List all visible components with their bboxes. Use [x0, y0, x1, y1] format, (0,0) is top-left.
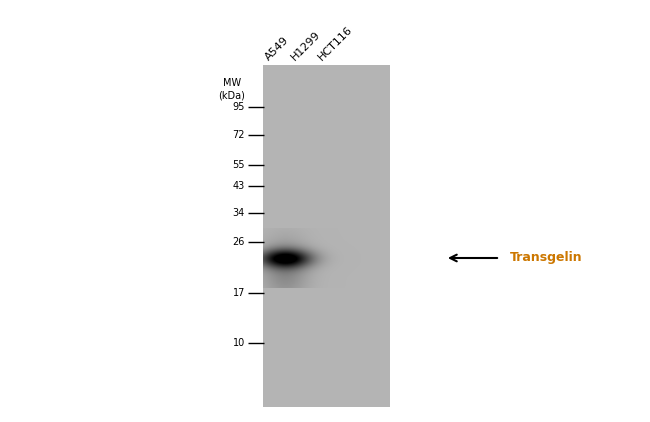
Text: HCT116: HCT116: [316, 24, 354, 62]
Text: 95: 95: [233, 102, 245, 112]
Text: 72: 72: [233, 130, 245, 140]
Bar: [263, 65, 390, 407]
Text: 55: 55: [233, 160, 245, 170]
Text: 34: 34: [233, 208, 245, 218]
Text: MW
(kDa): MW (kDa): [218, 78, 246, 100]
Text: 17: 17: [233, 288, 245, 298]
Text: A549: A549: [263, 35, 291, 62]
Text: 43: 43: [233, 181, 245, 191]
Text: 26: 26: [233, 237, 245, 247]
Text: 10: 10: [233, 338, 245, 348]
Text: Transgelin: Transgelin: [510, 252, 582, 265]
Text: H1299: H1299: [289, 29, 322, 62]
